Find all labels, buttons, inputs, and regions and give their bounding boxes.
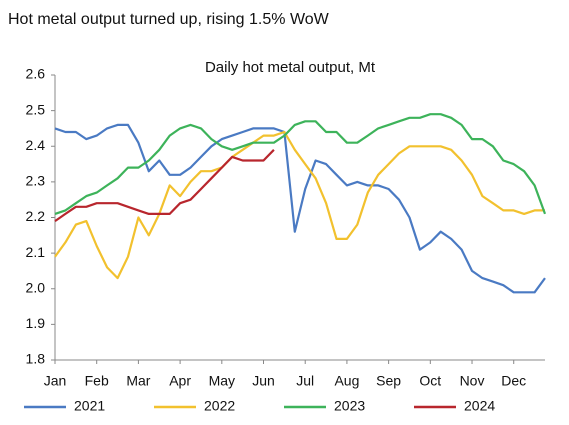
y-tick-label: 1.9 — [26, 315, 46, 331]
x-tick-label: Apr — [169, 373, 191, 389]
y-tick-label: 2.3 — [26, 173, 46, 189]
x-tick-label: Nov — [460, 373, 485, 389]
x-tick-label: Jul — [296, 373, 314, 389]
legend-label: 2024 — [464, 398, 495, 414]
x-tick-label: May — [209, 373, 235, 389]
y-tick-label: 2.6 — [26, 66, 46, 82]
x-tick-label: Feb — [85, 373, 109, 389]
x-tick-label: Mar — [126, 373, 150, 389]
x-tick-label: Dec — [501, 373, 526, 389]
x-tick-label: Jun — [252, 373, 275, 389]
legend-label: 2023 — [334, 398, 365, 414]
y-tick-label: 2.1 — [26, 244, 46, 260]
headline: Hot metal output turned up, rising 1.5% … — [8, 11, 330, 28]
line-series — [54, 149, 275, 223]
legend-label: 2021 — [74, 398, 105, 414]
y-tick-label: 2.4 — [26, 137, 46, 153]
y-tick-label: 1.8 — [26, 351, 46, 367]
y-tick-label: 2.5 — [26, 101, 46, 117]
y-tick-label: 2.2 — [26, 208, 46, 224]
x-tick-label: Aug — [334, 373, 359, 389]
x-tick-label: Oct — [419, 373, 441, 389]
line-series — [54, 130, 545, 280]
chart-title: Daily hot metal output, Mt — [205, 59, 376, 76]
line-series — [54, 113, 547, 215]
x-tick-label: Jan — [44, 373, 67, 389]
y-tick-label: 2.0 — [26, 279, 46, 295]
legend-label: 2022 — [204, 398, 235, 414]
x-tick-label: Sep — [376, 373, 401, 389]
line-series — [54, 123, 546, 294]
